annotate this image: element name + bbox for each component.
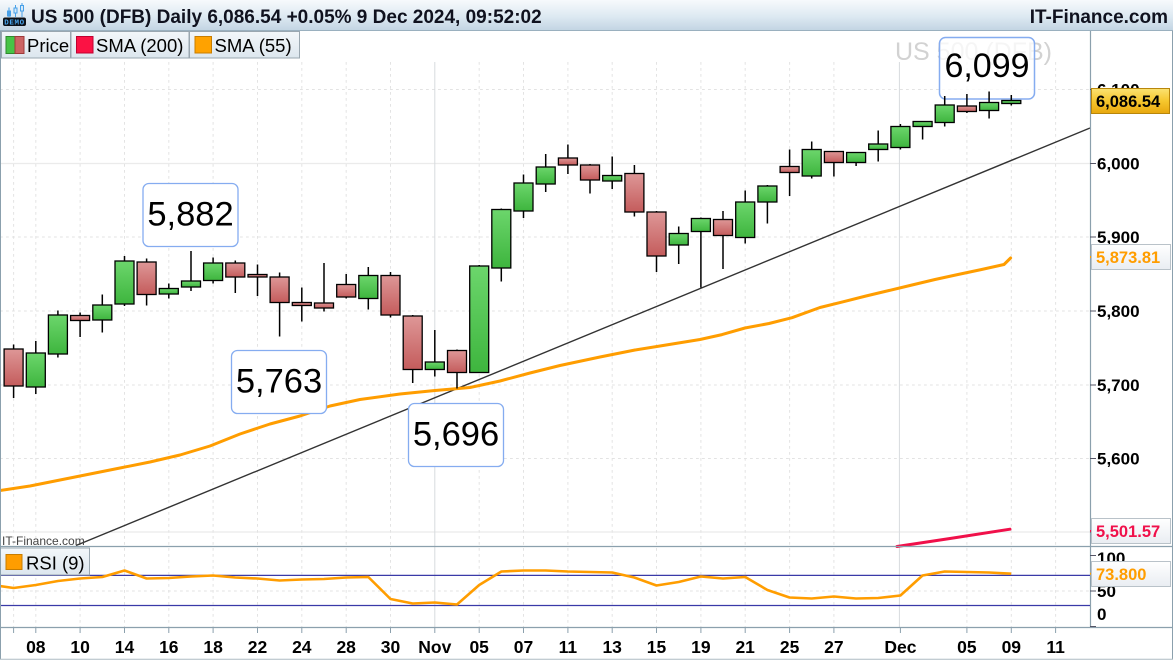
svg-text:21: 21 xyxy=(735,637,755,657)
svg-text:IT-Finance.com: IT-Finance.com xyxy=(1030,7,1168,28)
svg-text:11: 11 xyxy=(559,637,578,657)
svg-text:Nov: Nov xyxy=(418,637,451,657)
svg-text:5,900: 5,900 xyxy=(1097,228,1140,247)
svg-text:05: 05 xyxy=(469,637,489,657)
svg-text:5,763: 5,763 xyxy=(236,363,322,401)
svg-text:SMA (200): SMA (200) xyxy=(96,35,183,56)
svg-text:09: 09 xyxy=(1002,637,1022,657)
svg-text:30: 30 xyxy=(381,637,401,657)
svg-text:Price: Price xyxy=(27,35,69,56)
svg-text:6,099: 6,099 xyxy=(944,47,1029,85)
svg-text:6,000: 6,000 xyxy=(1097,155,1140,174)
svg-text:11: 11 xyxy=(1046,637,1065,657)
svg-text:10: 10 xyxy=(70,637,90,657)
svg-text:5,800: 5,800 xyxy=(1097,302,1140,321)
svg-text:5,696: 5,696 xyxy=(413,416,499,454)
svg-text:6,086.54: 6,086.54 xyxy=(1096,93,1161,111)
svg-text:73.800: 73.800 xyxy=(1096,566,1146,584)
svg-text:RSI (9): RSI (9) xyxy=(26,553,85,574)
svg-text:5,873.81: 5,873.81 xyxy=(1096,249,1160,267)
svg-text:08: 08 xyxy=(26,637,46,657)
svg-text:28: 28 xyxy=(336,637,356,657)
svg-text:14: 14 xyxy=(115,637,135,657)
svg-text:IT-Finance.com: IT-Finance.com xyxy=(2,534,85,548)
svg-text:US 500 (DFB) Daily 6,086.54 +0: US 500 (DFB) Daily 6,086.54 +0.05% 9 Dec… xyxy=(31,7,542,28)
svg-text:DEMO: DEMO xyxy=(4,20,24,28)
svg-text:SMA (55): SMA (55) xyxy=(215,35,292,56)
svg-text:18: 18 xyxy=(203,637,223,657)
svg-text:24: 24 xyxy=(292,637,312,657)
svg-text:16: 16 xyxy=(159,637,179,657)
svg-text:05: 05 xyxy=(957,637,977,657)
svg-text:19: 19 xyxy=(691,637,711,657)
svg-text:5,501.57: 5,501.57 xyxy=(1096,523,1160,541)
svg-text:22: 22 xyxy=(248,637,268,657)
svg-text:07: 07 xyxy=(514,637,533,657)
svg-text:0: 0 xyxy=(1097,605,1106,624)
svg-text:25: 25 xyxy=(780,637,800,657)
svg-text:15: 15 xyxy=(647,637,667,657)
svg-text:27: 27 xyxy=(824,637,843,657)
svg-text:5,600: 5,600 xyxy=(1097,450,1140,469)
svg-text:13: 13 xyxy=(602,637,622,657)
svg-text:5,700: 5,700 xyxy=(1097,376,1140,395)
svg-text:Dec: Dec xyxy=(884,637,916,657)
svg-text:5,882: 5,882 xyxy=(147,196,233,234)
